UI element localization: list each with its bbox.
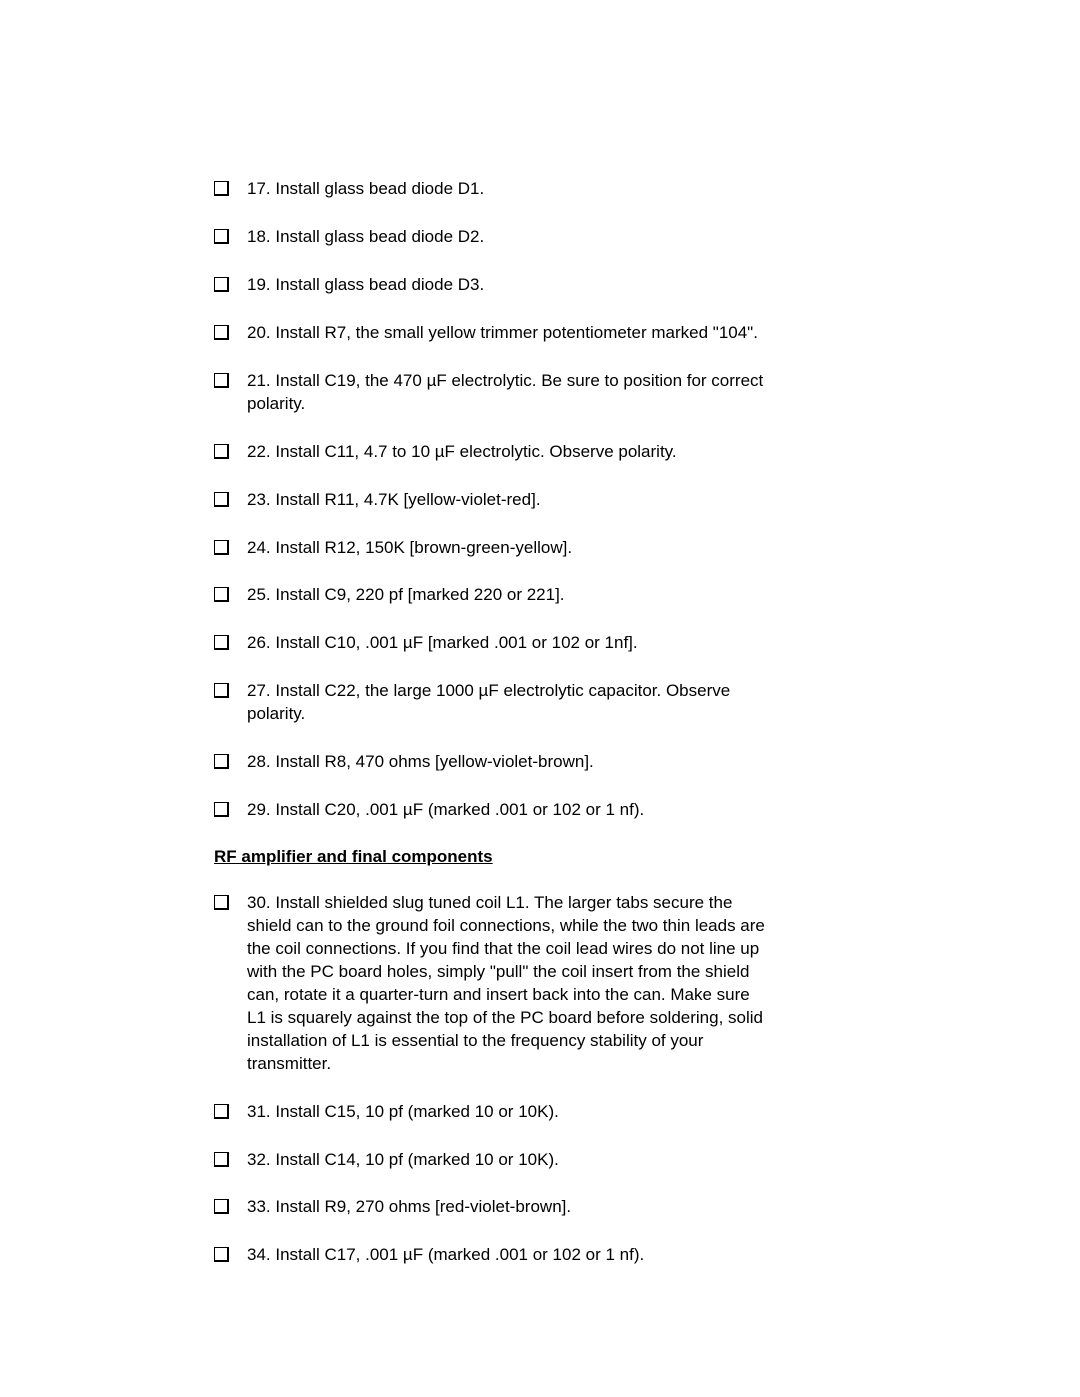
section-heading: RF amplifier and final components [214, 847, 920, 867]
item-text: 18. Install glass bead diode D2. [247, 226, 767, 249]
checklist-item: 30. Install shielded slug tuned coil L1.… [214, 892, 920, 1076]
checkbox-icon [214, 754, 229, 769]
checkbox-icon [214, 802, 229, 817]
checklist-item: 32. Install C14, 10 pf (marked 10 or 10K… [214, 1149, 920, 1172]
checkbox-icon [214, 229, 229, 244]
checklist-item: 23. Install R11, 4.7K [yellow-violet-red… [214, 489, 920, 512]
checklist-item: 20. Install R7, the small yellow trimmer… [214, 322, 920, 345]
item-text: 17. Install glass bead diode D1. [247, 178, 767, 201]
item-text: 20. Install R7, the small yellow trimmer… [247, 322, 767, 345]
checkbox-icon [214, 1247, 229, 1262]
checklist-item: 29. Install C20, .001 µF (marked .001 or… [214, 799, 920, 822]
page-content: 17. Install glass bead diode D1. 18. Ins… [0, 0, 1080, 1267]
item-text: 24. Install R12, 150K [brown-green-yello… [247, 537, 767, 560]
item-text: 28. Install R8, 470 ohms [yellow-violet-… [247, 751, 767, 774]
checklist-item: 21. Install C19, the 470 µF electrolytic… [214, 370, 920, 416]
item-text: 31. Install C15, 10 pf (marked 10 or 10K… [247, 1101, 767, 1124]
checkbox-icon [214, 492, 229, 507]
checklist-item: 34. Install C17, .001 µF (marked .001 or… [214, 1244, 920, 1267]
checklist-item: 26. Install C10, .001 µF [marked .001 or… [214, 632, 920, 655]
checkbox-icon [214, 277, 229, 292]
item-text: 21. Install C19, the 470 µF electrolytic… [247, 370, 767, 416]
checklist-item: 24. Install R12, 150K [brown-green-yello… [214, 537, 920, 560]
item-text: 33. Install R9, 270 ohms [red-violet-bro… [247, 1196, 767, 1219]
item-text: 26. Install C10, .001 µF [marked .001 or… [247, 632, 767, 655]
checkbox-icon [214, 1104, 229, 1119]
checklist-item: 17. Install glass bead diode D1. [214, 178, 920, 201]
checkbox-icon [214, 1199, 229, 1214]
checkbox-icon [214, 444, 229, 459]
item-text: 30. Install shielded slug tuned coil L1.… [247, 892, 767, 1076]
item-text: 29. Install C20, .001 µF (marked .001 or… [247, 799, 767, 822]
item-text: 22. Install C11, 4.7 to 10 µF electrolyt… [247, 441, 767, 464]
checkbox-icon [214, 1152, 229, 1167]
item-text: 34. Install C17, .001 µF (marked .001 or… [247, 1244, 767, 1267]
item-text: 27. Install C22, the large 1000 µF elect… [247, 680, 767, 726]
item-text: 25. Install C9, 220 pf [marked 220 or 22… [247, 584, 767, 607]
checkbox-icon [214, 181, 229, 196]
item-text: 32. Install C14, 10 pf (marked 10 or 10K… [247, 1149, 767, 1172]
checkbox-icon [214, 683, 229, 698]
checklist-item: 27. Install C22, the large 1000 µF elect… [214, 680, 920, 726]
checkbox-icon [214, 895, 229, 910]
checklist-item: 28. Install R8, 470 ohms [yellow-violet-… [214, 751, 920, 774]
checklist-item: 33. Install R9, 270 ohms [red-violet-bro… [214, 1196, 920, 1219]
checklist-item: 25. Install C9, 220 pf [marked 220 or 22… [214, 584, 920, 607]
checklist-item: 31. Install C15, 10 pf (marked 10 or 10K… [214, 1101, 920, 1124]
checklist-item: 22. Install C11, 4.7 to 10 µF electrolyt… [214, 441, 920, 464]
checkbox-icon [214, 325, 229, 340]
checklist-item: 19. Install glass bead diode D3. [214, 274, 920, 297]
checklist-item: 18. Install glass bead diode D2. [214, 226, 920, 249]
checkbox-icon [214, 540, 229, 555]
item-text: 23. Install R11, 4.7K [yellow-violet-red… [247, 489, 767, 512]
checkbox-icon [214, 587, 229, 602]
checkbox-icon [214, 635, 229, 650]
item-text: 19. Install glass bead diode D3. [247, 274, 767, 297]
checkbox-icon [214, 373, 229, 388]
